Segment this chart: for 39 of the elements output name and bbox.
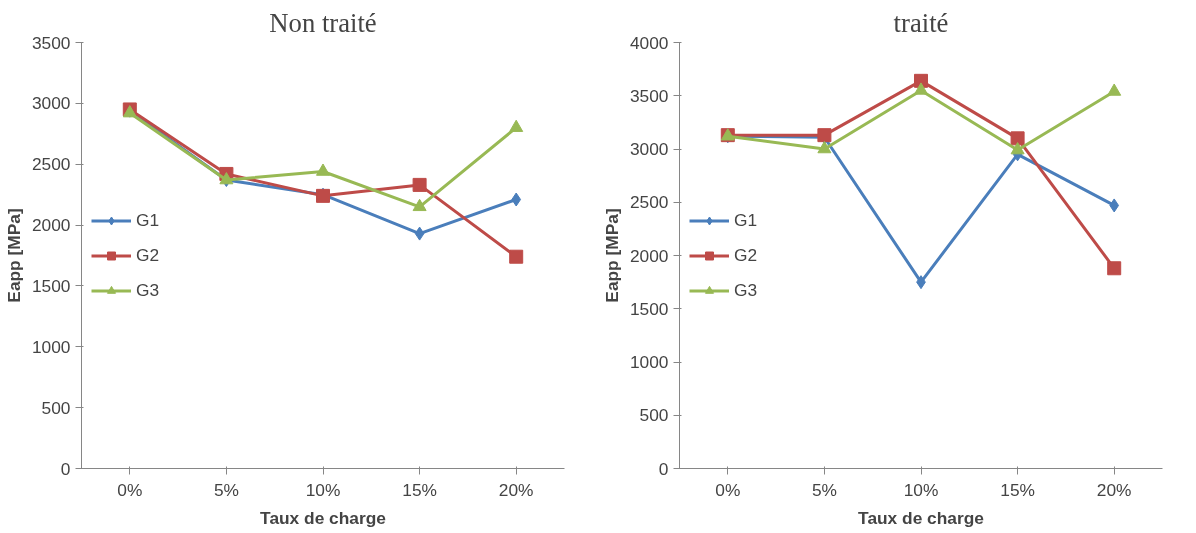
y-tick-label: 3000	[31, 93, 71, 114]
x-tick-label: 15%	[1000, 479, 1035, 500]
y-tick-label: 0	[658, 458, 669, 479]
x-tick-label: 0%	[117, 479, 143, 500]
chart-title: Non traité	[269, 7, 377, 38]
x-tick-label: 20%	[1096, 479, 1132, 500]
y-tick-label: 2500	[31, 154, 71, 175]
y-tick-label: 500	[41, 397, 71, 418]
y-tick-label: 1500	[31, 275, 71, 296]
y-tick-label: 2000	[31, 215, 71, 236]
y-tick-label: 0	[60, 458, 71, 479]
y-tick-label: 2000	[629, 245, 669, 266]
y-axis-title: Eapp [MPa]	[601, 208, 622, 303]
x-tick-label: 5%	[213, 479, 239, 500]
y-tick-label: 500	[639, 405, 669, 426]
legend-label: G1	[734, 209, 758, 231]
x-axis-title: Taux de charge	[260, 507, 387, 528]
y-tick-label: 1000	[629, 352, 669, 372]
legend-label: G1	[136, 209, 160, 231]
legend-label: G3	[136, 279, 160, 301]
y-tick-label: 2500	[629, 192, 669, 213]
x-tick-label: 20%	[498, 479, 534, 500]
x-tick-label: 5%	[811, 479, 837, 500]
x-axis-title: Taux de charge	[858, 507, 985, 528]
x-tick-label: 10%	[305, 479, 341, 500]
y-tick-label: 1500	[629, 298, 669, 319]
y-tick-label: 3000	[629, 139, 669, 159]
legend-label: G3	[734, 279, 758, 301]
y-tick-label: 3500	[629, 85, 669, 106]
y-tick-label: 3500	[31, 32, 71, 53]
legend-label: G2	[734, 244, 758, 266]
y-axis-title: Eapp [MPa]	[3, 208, 24, 303]
y-tick-label: 4000	[629, 32, 669, 53]
y-tick-label: 1000	[31, 336, 71, 357]
chart-title: traité	[893, 7, 949, 38]
x-tick-label: 0%	[715, 479, 741, 500]
legend-label: G2	[136, 244, 160, 266]
x-tick-label: 10%	[903, 479, 939, 500]
x-tick-label: 15%	[402, 479, 437, 500]
